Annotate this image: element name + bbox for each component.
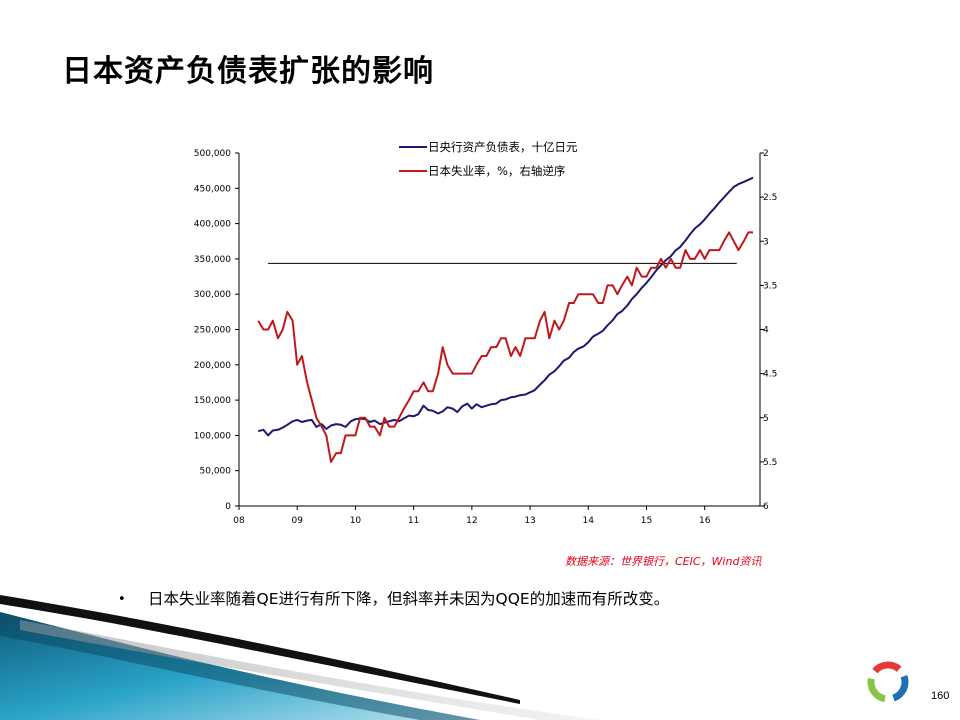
x-tick-label: 14 <box>583 516 595 526</box>
page-number: 160 <box>931 690 950 702</box>
legend-label: 日本失业率，%，右轴逆序 <box>428 164 565 178</box>
right-tick-label: 3.5 <box>763 281 777 291</box>
x-tick-label: 12 <box>466 516 477 526</box>
right-tick-label: 5 <box>763 414 769 424</box>
source-note: 数据来源：世界银行，CEIC，Wind资讯 <box>565 555 762 568</box>
left-tick-label: 150,000 <box>194 396 231 406</box>
bullet-text: 日本失业率随着QE进行有所下降，但斜率并未因为QQE的加速而有所改变。 <box>148 590 670 608</box>
x-tick-label: 16 <box>699 516 711 526</box>
right-tick-label: 2.5 <box>763 193 777 203</box>
left-tick-label: 300,000 <box>194 290 231 300</box>
left-tick-label: 250,000 <box>194 326 231 336</box>
left-tick-label: 200,000 <box>194 361 231 371</box>
company-logo <box>867 661 909 703</box>
bullet-marker: • <box>118 592 126 607</box>
legend-label: 日央行资产负债表，十亿日元 <box>428 140 578 154</box>
right-tick-label: 4 <box>763 326 769 336</box>
x-tick-label: 09 <box>291 516 303 526</box>
left-tick-label: 450,000 <box>194 184 231 194</box>
x-tick-label: 08 <box>233 516 245 526</box>
x-tick-label: 15 <box>641 516 652 526</box>
right-tick-label: 4.5 <box>763 370 777 380</box>
left-tick-label: 500,000 <box>194 149 231 159</box>
x-tick-label: 13 <box>524 516 535 526</box>
left-tick-label: 400,000 <box>194 220 231 230</box>
x-tick-label: 10 <box>350 516 362 526</box>
slide-title: 日本资产负债表扩张的影响 <box>62 54 434 89</box>
right-tick-label: 6 <box>763 502 769 512</box>
left-tick-label: 350,000 <box>194 255 231 265</box>
x-tick-label: 11 <box>408 516 419 526</box>
left-tick-label: 100,000 <box>194 431 231 441</box>
left-tick-label: 0 <box>225 502 231 512</box>
series-line-boj-balance-sheet <box>257 176 754 437</box>
series-line-unemployment <box>257 231 753 463</box>
right-tick-label: 5.5 <box>763 458 777 468</box>
right-tick-label: 2 <box>763 149 769 159</box>
left-tick-label: 50,000 <box>200 467 232 477</box>
right-tick-label: 3 <box>763 237 769 247</box>
